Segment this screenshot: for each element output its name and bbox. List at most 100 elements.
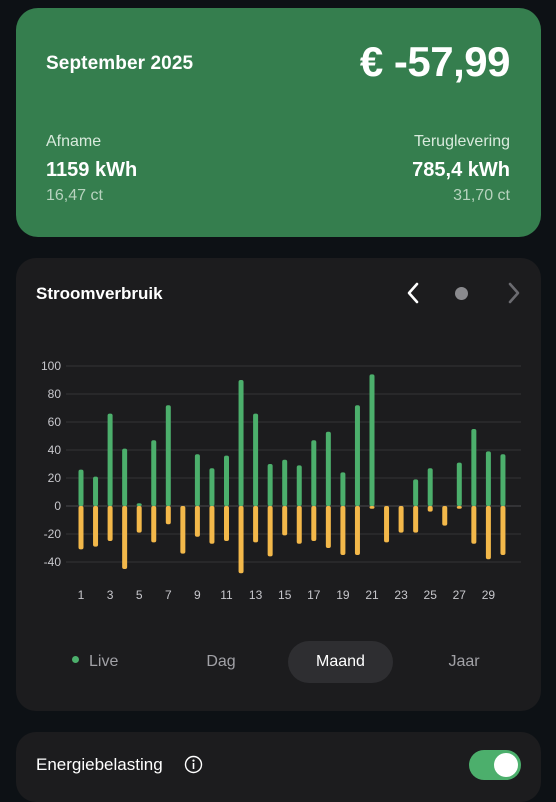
bar-afname — [296, 465, 302, 506]
bar-teruglevering — [325, 506, 331, 548]
x-tick-label: 29 — [482, 588, 496, 602]
summary-card: September 2025 € -57,99 Afname 1159 kWh … — [16, 8, 541, 237]
x-tick-label: 27 — [453, 588, 467, 602]
bar-teruglevering — [442, 506, 448, 526]
y-tick-label: 60 — [48, 415, 62, 429]
bar-afname — [369, 374, 375, 506]
x-tick-label: 1 — [78, 588, 85, 602]
bar-teruglevering — [354, 506, 360, 555]
chart-title: Stroomverbruik — [36, 284, 163, 303]
tab-maand-label: Maand — [316, 653, 365, 670]
bar-teruglevering — [296, 506, 302, 544]
bar-afname — [224, 455, 229, 506]
bar-afname — [311, 440, 317, 506]
y-tick-label: 0 — [54, 499, 61, 513]
bar-teruglevering — [194, 506, 200, 537]
bar-afname — [136, 503, 142, 506]
bar-afname — [238, 380, 244, 506]
bar-afname — [456, 462, 462, 506]
bar-teruglevering — [485, 506, 491, 560]
tab-live[interactable]: Live — [72, 641, 172, 683]
bar-teruglevering — [224, 506, 229, 541]
x-tick-label: 9 — [194, 588, 201, 602]
bar-teruglevering — [500, 506, 506, 555]
chevron-left-icon[interactable] — [402, 280, 424, 306]
bar-teruglevering — [267, 506, 273, 557]
energiebelasting-card: Energiebelasting — [16, 732, 541, 802]
x-tick-label: 17 — [307, 588, 321, 602]
afname-label: Afname — [46, 133, 102, 150]
bar-afname — [282, 459, 288, 506]
bar-afname — [340, 472, 346, 506]
bar-afname — [354, 405, 360, 506]
period-title: September 2025 — [46, 53, 194, 74]
bar-teruglevering — [384, 506, 390, 543]
bar-afname — [253, 413, 259, 506]
bar-afname — [471, 429, 477, 506]
bar-teruglevering — [369, 506, 375, 509]
tab-maand[interactable]: Maand — [288, 641, 393, 683]
y-tick-label: -20 — [44, 527, 62, 541]
bar-teruglevering — [151, 506, 157, 543]
bar-afname — [165, 405, 171, 506]
bar-teruglevering — [180, 506, 186, 554]
y-tick-label: 100 — [41, 359, 61, 373]
bar-afname — [122, 448, 128, 506]
energiebelasting-label: Energiebelasting — [36, 755, 163, 774]
bar-teruglevering — [107, 506, 113, 541]
bar-teruglevering — [253, 506, 259, 543]
bar-afname — [209, 468, 215, 506]
bar-teruglevering — [282, 506, 288, 536]
teruglevering-label: Teruglevering — [413, 133, 510, 150]
y-tick-label: 80 — [48, 387, 62, 401]
bar-afname — [500, 454, 506, 506]
teruglevering-value: 785,4 kWh — [412, 159, 510, 181]
bar-teruglevering — [398, 506, 404, 533]
bar-teruglevering — [413, 506, 419, 533]
bar-afname — [107, 413, 113, 506]
bar-afname — [194, 454, 200, 506]
tab-dag[interactable]: Dag — [171, 641, 271, 683]
bar-teruglevering — [456, 506, 462, 509]
bar-teruglevering — [93, 506, 99, 547]
tab-live-label: Live — [89, 653, 119, 670]
bar-afname — [413, 479, 419, 506]
dot-icon — [455, 287, 468, 300]
bar-teruglevering — [136, 506, 142, 533]
bar-afname — [267, 464, 273, 506]
y-tick-label: 20 — [48, 471, 62, 485]
tab-jaar[interactable]: Jaar — [414, 641, 514, 683]
bar-afname — [325, 431, 331, 506]
energiebelasting-toggle[interactable] — [469, 750, 521, 780]
afname-price: 16,47 ct — [46, 187, 103, 204]
toggle-knob — [494, 753, 518, 777]
chevron-right-icon[interactable] — [503, 280, 525, 306]
x-tick-label: 11 — [220, 588, 233, 602]
bar-teruglevering — [471, 506, 477, 544]
period-tabs: Live Dag Maand Jaar — [36, 641, 524, 683]
total-amount: € -57,99 — [359, 38, 511, 85]
x-tick-label: 5 — [136, 588, 143, 602]
x-tick-label: 25 — [424, 588, 438, 602]
x-tick-label: 3 — [107, 588, 114, 602]
bar-teruglevering — [165, 506, 171, 525]
x-tick-label: 15 — [278, 588, 292, 602]
bar-afname — [485, 451, 491, 506]
info-icon[interactable] — [184, 755, 203, 774]
bar-afname — [93, 476, 99, 506]
bar-afname — [427, 468, 433, 506]
bar-teruglevering — [238, 506, 244, 574]
bar-afname — [78, 469, 84, 506]
x-tick-label: 23 — [394, 588, 408, 602]
y-tick-label: 40 — [48, 443, 62, 457]
afname-value: 1159 kWh — [46, 159, 138, 181]
stroomverbruik-card: Stroomverbruik 100 80 60 40 20 0 -20 -40 1 3 5 7 9 11… — [16, 258, 541, 711]
x-tick-label: 13 — [249, 588, 263, 602]
bar-afname — [151, 440, 157, 506]
x-tick-label: 21 — [365, 588, 379, 602]
live-dot-icon — [72, 656, 79, 664]
teruglevering-price: 31,70 ct — [453, 187, 510, 204]
bar-teruglevering — [340, 506, 346, 555]
bar-teruglevering — [427, 506, 433, 512]
tab-jaar-label: Jaar — [448, 653, 480, 670]
